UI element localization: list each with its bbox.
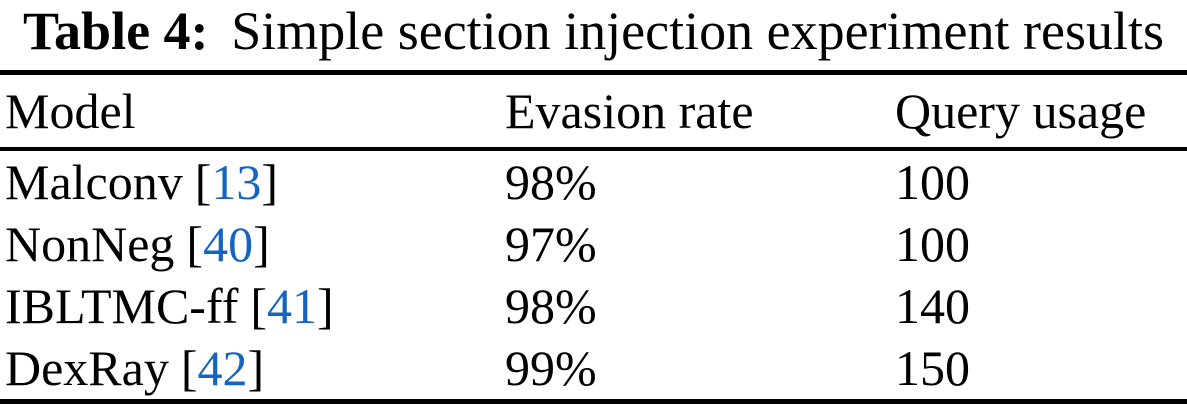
citation-bracket-open: [: [194, 154, 212, 210]
evasion-rate-cell: 99%: [505, 340, 597, 396]
model-cell: DexRay [42]: [0, 337, 505, 402]
query-usage-cell: 100: [895, 216, 970, 272]
query-usage-cell: 150: [895, 340, 970, 396]
table-caption-label: Table 4:: [22, 1, 209, 61]
evasion-rate-cell: 97%: [505, 216, 597, 272]
table-row: NonNeg [40] 97% 100: [0, 213, 1187, 275]
model-name: DexRay: [5, 340, 169, 396]
citation-number[interactable]: 41: [267, 278, 318, 334]
table-caption: Table 4: Simple section injection experim…: [0, 0, 1187, 70]
table-row: Malconv [13] 98% 100: [0, 149, 1187, 213]
citation-link[interactable]: [42]: [181, 340, 264, 396]
column-header-evasion-rate: Evasion rate: [505, 83, 754, 139]
citation-bracket-open: [: [186, 216, 204, 272]
evasion-rate-cell: 98%: [505, 154, 597, 210]
citation-bracket-close: ]: [247, 340, 265, 396]
evasion-rate-cell: 98%: [505, 278, 597, 334]
citation-number[interactable]: 42: [197, 340, 248, 396]
model-name: IBLTMC-ff: [5, 278, 239, 334]
citation-link[interactable]: [41]: [250, 278, 333, 334]
column-header-model: Model: [5, 83, 136, 139]
citation-number[interactable]: 13: [211, 154, 262, 210]
model-name: NonNeg: [5, 216, 175, 272]
table-row: DexRay [42] 99% 150: [0, 337, 1187, 402]
model-cell: Malconv [13]: [0, 149, 505, 213]
model-name: Malconv: [5, 154, 183, 210]
citation-bracket-close: ]: [253, 216, 270, 272]
table-row: IBLTMC-ff [41] 98% 140: [0, 275, 1187, 337]
query-usage-cell: 140: [895, 278, 970, 334]
citation-bracket-open: [: [250, 278, 268, 334]
citation-bracket-close: ]: [317, 278, 334, 334]
table-caption-text: Simple section injection experiment resu…: [231, 1, 1164, 61]
results-table: Model Evasion rate Query usage Malconv [1…: [0, 70, 1187, 404]
citation-number[interactable]: 40: [203, 216, 254, 272]
citation-bracket-open: [: [180, 340, 198, 396]
citation-link[interactable]: [13]: [195, 154, 278, 210]
column-header-query-usage: Query usage: [895, 83, 1147, 139]
model-cell: IBLTMC-ff [41]: [0, 275, 505, 337]
citation-bracket-close: ]: [261, 154, 279, 210]
citation-link[interactable]: [40]: [186, 216, 269, 272]
query-usage-cell: 100: [895, 154, 970, 210]
header-row: Model Evasion rate Query usage: [0, 73, 1187, 149]
model-cell: NonNeg [40]: [0, 213, 505, 275]
